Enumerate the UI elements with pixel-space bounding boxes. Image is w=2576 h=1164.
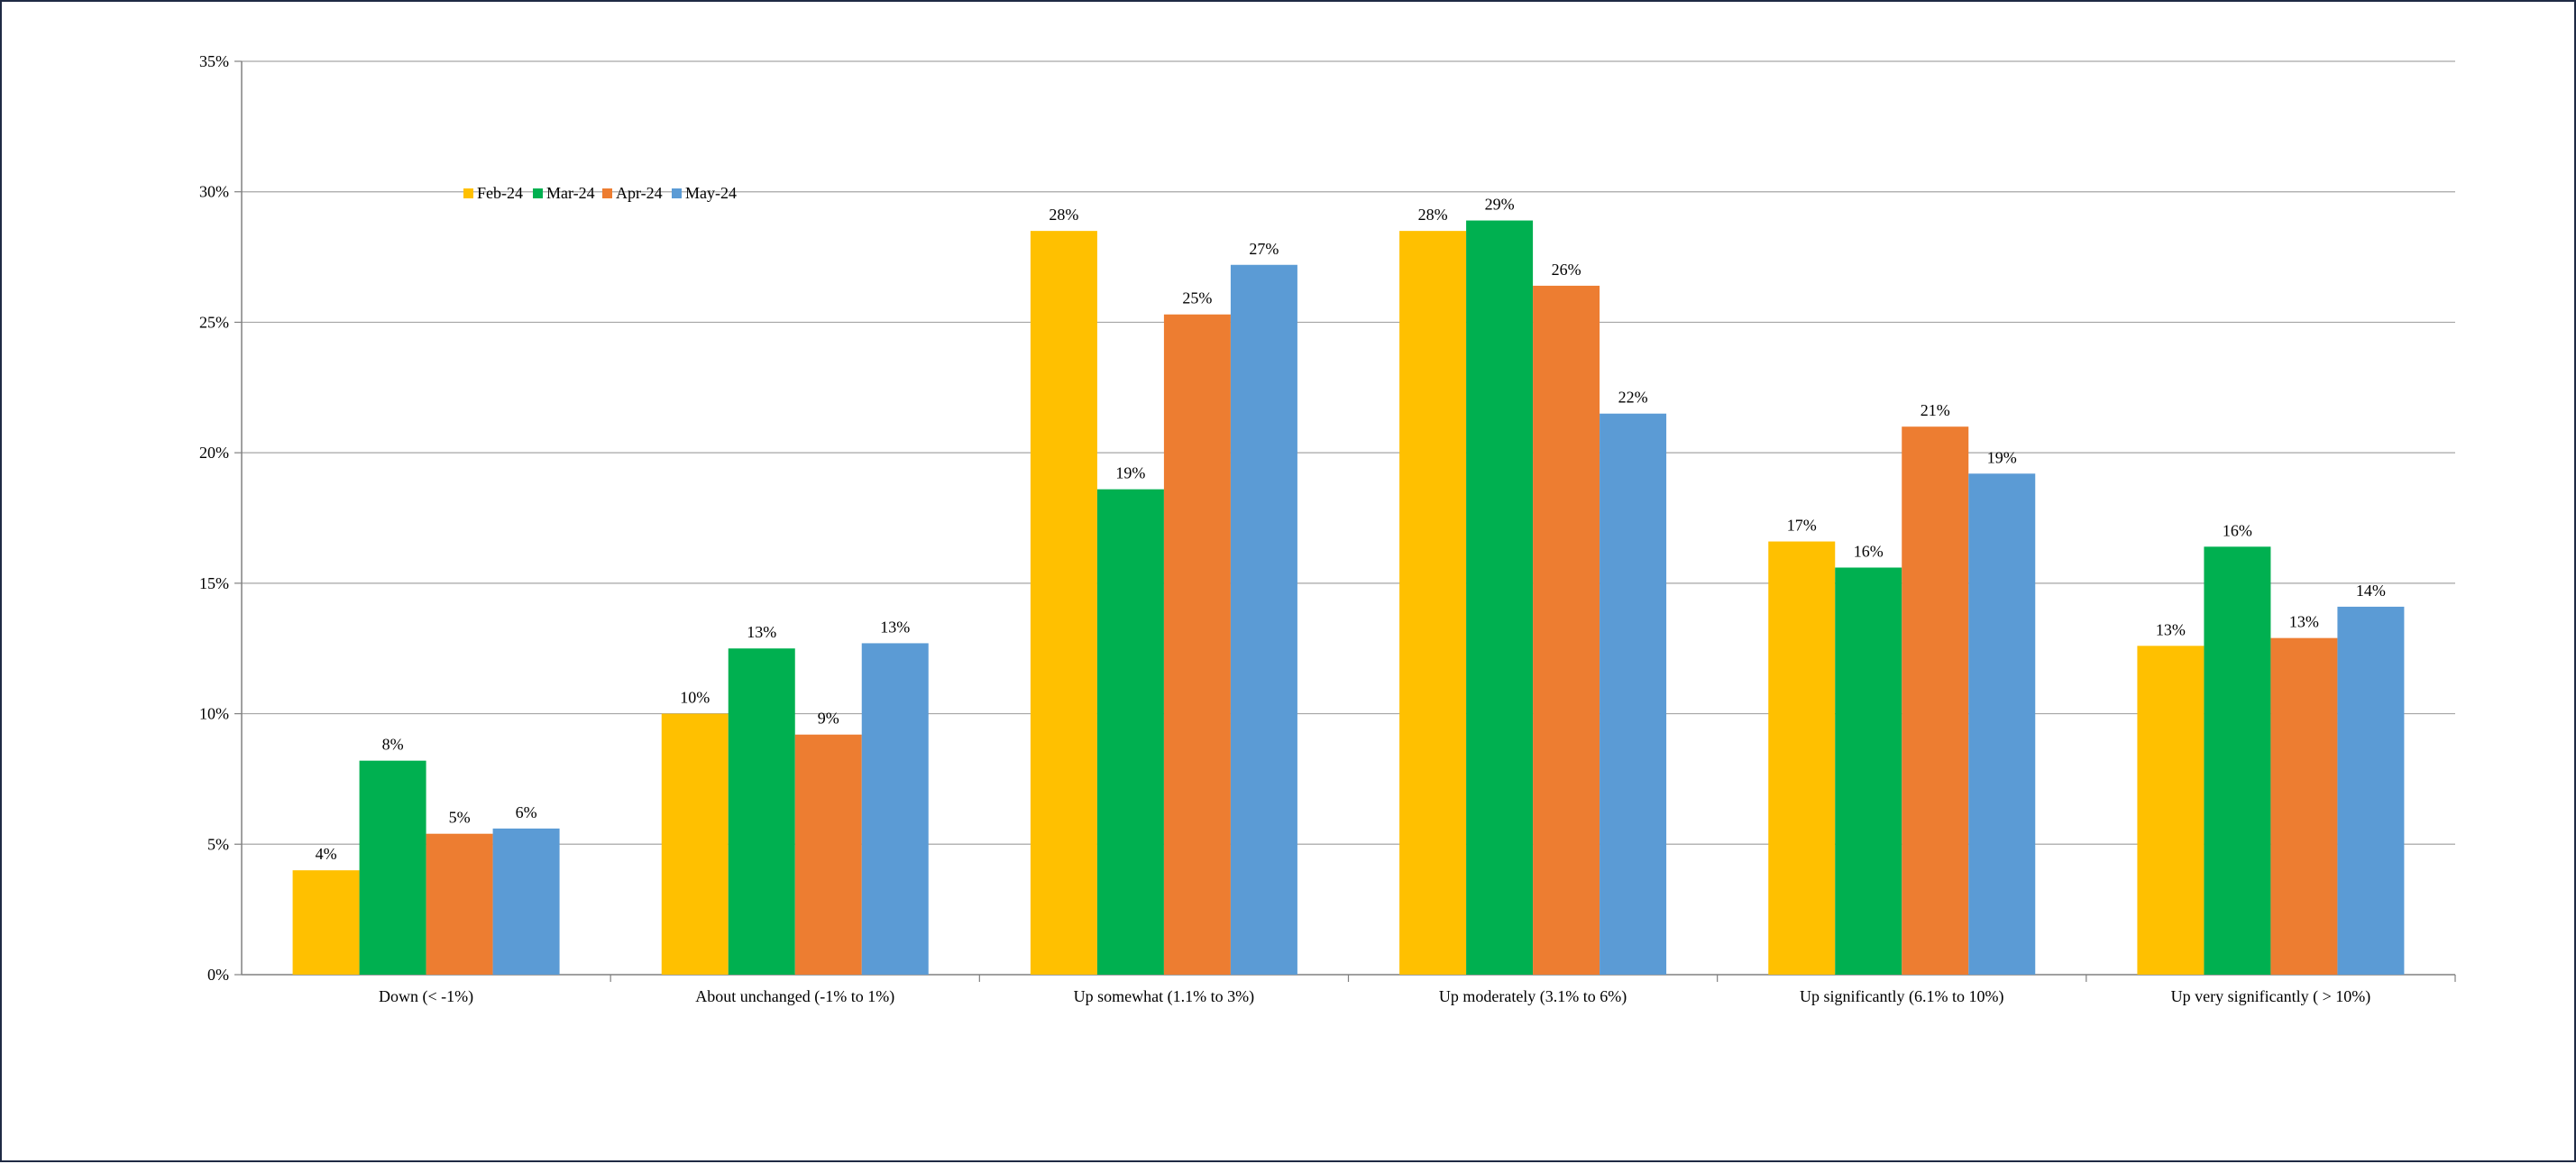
data-label: 9% — [818, 710, 839, 728]
y-tick-label: 35% — [199, 52, 229, 70]
bar-may-24 — [2337, 606, 2405, 975]
x-category-label: Up significantly (6.1% to 10%) — [1800, 987, 2003, 1006]
legend-label: May-24 — [685, 184, 737, 202]
data-label: 16% — [1854, 542, 1884, 560]
data-label: 19% — [1987, 448, 2017, 466]
legend-swatch-feb-24 — [463, 188, 473, 198]
bar-mar-24 — [1096, 489, 1164, 975]
data-label: 22% — [1618, 389, 1648, 407]
bar-apr-24 — [1163, 314, 1231, 975]
legend-label: Feb-24 — [477, 184, 523, 202]
data-label: 13% — [2289, 613, 2319, 631]
data-label: 13% — [2156, 620, 2186, 638]
bar-mar-24 — [1466, 220, 1534, 976]
data-label: 6% — [516, 803, 537, 821]
data-label: 25% — [1182, 289, 1212, 307]
data-label: 26% — [1552, 261, 1581, 279]
data-label: 5% — [449, 809, 471, 827]
legend: Feb-24 Mar-24 Apr-24 May-24 — [463, 184, 737, 202]
data-labels: 4% 8% 5% 6% 10% 13% 9% 13% 28% 19% 25% 27% 28% 29% 26%… — [316, 196, 2386, 864]
data-label: 10% — [680, 689, 710, 707]
legend-swatch-may-24 — [672, 188, 682, 198]
bar-may-24 — [1600, 413, 1667, 975]
bar-mar-24 — [1835, 567, 1902, 975]
data-label: 27% — [1249, 240, 1279, 258]
data-label: 16% — [2223, 521, 2252, 539]
y-tick-label: 20% — [199, 444, 229, 462]
legend-label: Mar-24 — [546, 184, 595, 202]
bar-apr-24 — [2270, 637, 2338, 975]
bar-apr-24 — [426, 833, 493, 975]
bar-mar-24 — [2204, 546, 2271, 975]
bar-feb-24 — [661, 713, 729, 975]
data-label: 4% — [316, 845, 337, 863]
y-tick-label: 5% — [207, 835, 229, 853]
x-category-label: About unchanged (-1% to 1%) — [695, 987, 894, 1006]
legend-label: Apr-24 — [616, 184, 663, 202]
bar-feb-24 — [1399, 231, 1467, 976]
legend-swatch-apr-24 — [602, 188, 612, 198]
x-category-label: Up somewhat (1.1% to 3%) — [1074, 987, 1254, 1006]
data-label: 19% — [1115, 464, 1145, 482]
data-label: 28% — [1418, 206, 1448, 224]
y-tick-label: 25% — [199, 313, 229, 331]
data-label: 8% — [382, 736, 404, 754]
gridlines — [242, 60, 2455, 845]
bar-feb-24 — [292, 870, 360, 975]
bar-may-24 — [492, 828, 560, 975]
bar-apr-24 — [1533, 285, 1600, 975]
data-label: 21% — [1921, 401, 1950, 419]
x-category-label: Down (< -1%) — [379, 987, 473, 1006]
bar-may-24 — [1968, 473, 2036, 975]
legend-swatch-mar-24 — [533, 188, 543, 198]
data-label: 28% — [1049, 206, 1078, 224]
bar-apr-24 — [794, 734, 862, 975]
bar-feb-24 — [1030, 231, 1097, 976]
bar-mar-24 — [728, 648, 795, 975]
bar-apr-24 — [1902, 426, 1969, 975]
bar-may-24 — [1230, 264, 1297, 975]
bar-mar-24 — [359, 760, 426, 975]
data-label: 29% — [1485, 196, 1515, 214]
data-label: 13% — [747, 623, 776, 641]
y-tick-label: 15% — [199, 574, 229, 592]
x-category-label: Up very significantly ( > 10%) — [2171, 987, 2371, 1006]
bars — [292, 220, 2405, 976]
data-label: 14% — [2356, 582, 2386, 600]
bar-feb-24 — [1768, 541, 1836, 975]
data-label: 17% — [1787, 517, 1817, 535]
x-category-label: Up moderately (3.1% to 6%) — [1439, 987, 1627, 1006]
data-label: 13% — [880, 618, 910, 636]
y-tick-label: 30% — [199, 183, 229, 201]
bar-feb-24 — [2137, 646, 2205, 975]
y-tick-label: 10% — [199, 705, 229, 723]
axes: 0% 5% 10% 15% 20% 25% 30% 35% Down (< -1%) About … — [199, 52, 2456, 1006]
y-tick-label: 0% — [207, 966, 229, 984]
bar-may-24 — [861, 643, 929, 975]
